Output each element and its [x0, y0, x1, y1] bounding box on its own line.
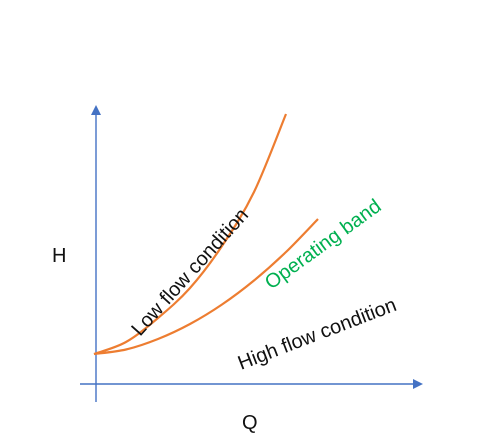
operating-band-label: Operating band — [261, 195, 385, 294]
y-axis-label: H — [52, 245, 66, 267]
series-line-low-flow — [93, 113, 288, 356]
series-label-low-flow: Low flow condition — [127, 204, 253, 340]
series-label-high-flow: High flow condition — [235, 294, 400, 375]
series-line-high-flow — [93, 218, 319, 356]
x-axis-label: Q — [242, 412, 258, 434]
